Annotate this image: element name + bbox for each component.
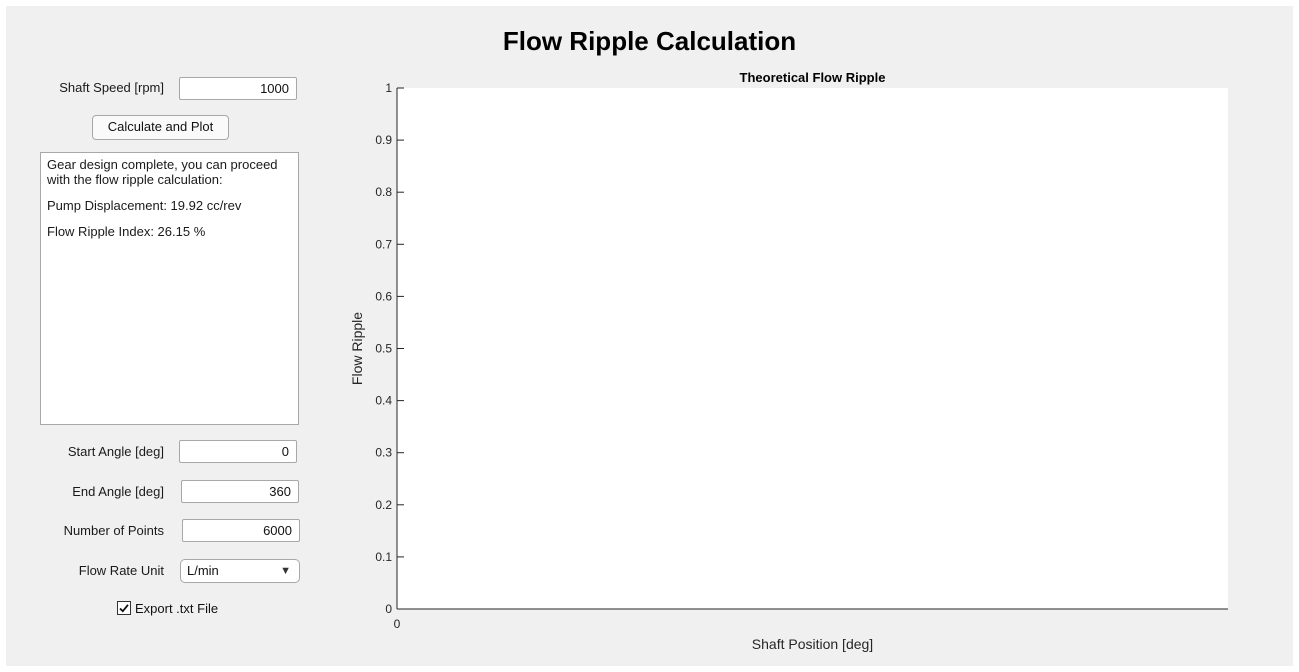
flow-rate-unit-value: L/min bbox=[187, 563, 219, 578]
y-tick-label: 1 bbox=[385, 81, 392, 95]
flow-rate-unit-label: Flow Rate Unit bbox=[78, 563, 164, 578]
y-tick-label: 0.8 bbox=[375, 185, 392, 199]
x-tick-label: 0 bbox=[394, 617, 401, 631]
end-angle-input[interactable]: 360 bbox=[181, 480, 299, 503]
y-tick-label: 0 bbox=[385, 602, 392, 616]
chevron-down-icon: ▼ bbox=[280, 565, 291, 577]
check-icon bbox=[119, 604, 129, 613]
export-txt-checkbox[interactable] bbox=[117, 601, 131, 615]
number-of-points-input[interactable]: 6000 bbox=[182, 519, 300, 542]
start-angle-label: Start Angle [deg] bbox=[67, 444, 164, 459]
end-angle-label: End Angle [deg] bbox=[72, 484, 164, 499]
y-axis-label: Flow Ripple bbox=[349, 312, 365, 385]
flow-ripple-plot: 0 0.1 0.2 0.3 0.4 0.5 0.6 0.7 0.8 0.9 1 0 Theoretica… bbox=[349, 70, 1228, 652]
y-tick-label: 0.9 bbox=[375, 133, 392, 147]
status-message: Gear design complete, you can proceed wi… bbox=[47, 157, 278, 187]
y-tick-label: 0.3 bbox=[375, 446, 392, 460]
chart-title: Theoretical Flow Ripple bbox=[740, 70, 886, 85]
number-of-points-label: Number of Points bbox=[63, 523, 164, 538]
flow-rate-unit-dropdown[interactable]: L/min ▼ bbox=[180, 559, 300, 583]
shaft-speed-input[interactable]: 1000 bbox=[179, 77, 297, 100]
y-tick-label: 0.1 bbox=[375, 550, 392, 564]
y-tick-label: 0.6 bbox=[375, 289, 392, 303]
calculate-and-plot-button[interactable]: Calculate and Plot bbox=[92, 115, 229, 140]
y-tick-label: 0.5 bbox=[375, 342, 392, 356]
y-tick-label: 0.2 bbox=[375, 498, 392, 512]
export-txt-checkbox-row[interactable]: Export .txt File bbox=[117, 601, 218, 617]
page-title: Flow Ripple Calculation bbox=[502, 26, 797, 56]
x-axis-label: Shaft Position [deg] bbox=[752, 636, 873, 652]
app-window: Flow Ripple Calculation Shaft Speed [rpm… bbox=[6, 6, 1293, 666]
shaft-speed-label: Shaft Speed [rpm] bbox=[59, 80, 164, 95]
export-txt-label: Export .txt File bbox=[135, 601, 219, 616]
start-angle-input[interactable]: 0 bbox=[179, 440, 297, 463]
plot-area bbox=[397, 88, 1228, 609]
y-tick-label: 0.4 bbox=[375, 394, 392, 408]
y-tick-label: 0.7 bbox=[375, 237, 392, 251]
pump-displacement-text: Pump Displacement: 19.92 cc/rev bbox=[47, 198, 242, 213]
flow-ripple-index-text: Flow Ripple Index: 26.15 % bbox=[47, 224, 206, 239]
status-output-textarea[interactable]: Gear design complete, you can proceed wi… bbox=[40, 152, 299, 425]
